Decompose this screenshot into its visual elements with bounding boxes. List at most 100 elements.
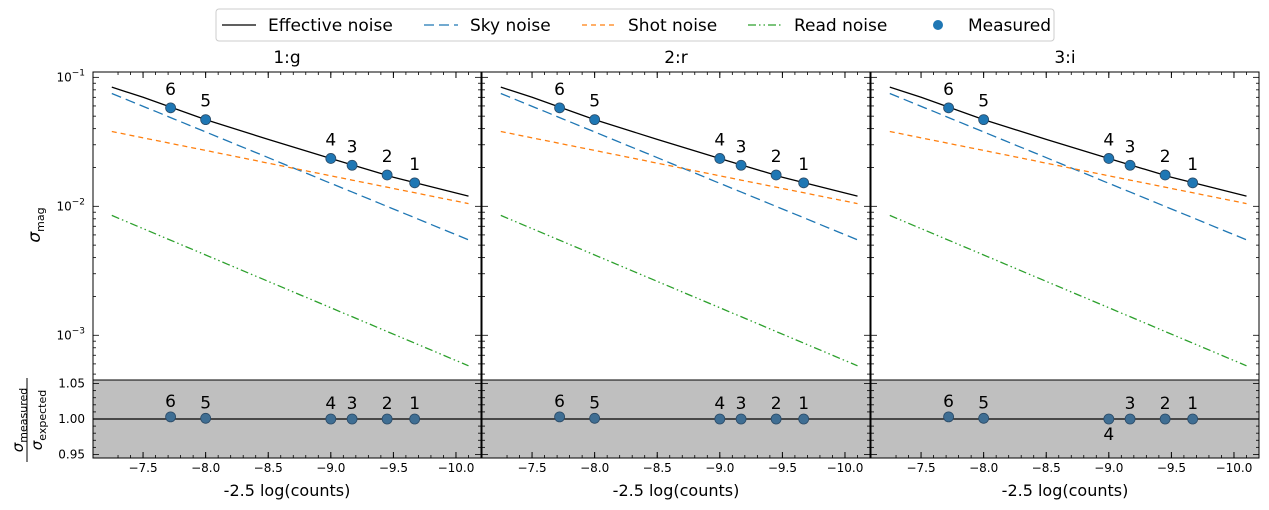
x-tick-label: −7.5 <box>128 461 157 475</box>
measured-point <box>735 159 747 171</box>
legend-label: Sky noise <box>470 16 551 36</box>
y-tick-label: 10−2 <box>56 197 85 213</box>
ratio-tick-label: 1.00 <box>58 412 85 426</box>
top-y-label: σmag <box>25 207 47 242</box>
x-tick-label: −9.5 <box>1157 461 1186 475</box>
point-label: 2 <box>1160 147 1171 167</box>
measured-point <box>943 102 954 114</box>
legend-label: Shot noise <box>628 16 717 36</box>
curve-effective-noise <box>500 86 858 197</box>
y-ticks <box>871 76 1259 455</box>
ratio-point <box>1103 413 1115 425</box>
x-tick-label: −10.0 <box>438 461 475 475</box>
curve-sky-noise <box>889 92 1247 241</box>
y-ticks <box>482 76 870 455</box>
panel-title: 3:i <box>1054 48 1075 68</box>
measured-point <box>589 114 601 126</box>
measured-point <box>1159 169 1171 181</box>
measured-point <box>714 153 726 164</box>
x-tick-label: −7.5 <box>906 461 935 475</box>
point-label: 3 <box>736 137 747 157</box>
measured-point <box>346 159 358 171</box>
measured-point <box>200 114 212 126</box>
curve-effective-noise <box>889 86 1247 197</box>
ratio-point <box>978 412 990 424</box>
ratio-label: 1 <box>409 394 420 414</box>
x-tick-label: −8.5 <box>643 461 672 475</box>
ratio-point <box>200 412 212 424</box>
x-axis-label: -2.5 log(counts) <box>1002 481 1129 500</box>
x-tick-label: −10.0 <box>1216 461 1253 475</box>
ratio-label: 6 <box>554 392 565 412</box>
y-tick-label: 10−1 <box>56 68 85 84</box>
legend: Effective noise Sky noise Shot noise Read n… <box>215 8 1055 42</box>
legend-frame <box>215 8 1055 42</box>
y-axis-labels: σmag σmeasured σexpected <box>9 207 49 462</box>
measured-point <box>1103 153 1115 164</box>
curve-effective-noise <box>111 86 469 197</box>
measured-point <box>770 169 782 181</box>
ratio-point <box>1124 413 1136 425</box>
ratio-point <box>735 413 747 425</box>
point-label: 3 <box>347 137 358 157</box>
legend-entry-3: Shot noise <box>582 16 717 36</box>
x-axis-label: -2.5 log(counts) <box>224 481 351 500</box>
x-tick-label: −9.5 <box>379 461 408 475</box>
top-axes-frame <box>870 71 1260 381</box>
ratio-label: 5 <box>978 393 989 413</box>
ratio-label: 5 <box>200 393 211 413</box>
point-label: 4 <box>714 130 725 150</box>
measured-point <box>1124 159 1136 171</box>
point-label: 4 <box>1103 130 1114 150</box>
x-axis-label: -2.5 log(counts) <box>613 481 740 500</box>
ratio-label: 2 <box>771 394 782 414</box>
x-tick-label: −8.0 <box>969 461 998 475</box>
ratio-point <box>1187 413 1199 425</box>
legend-entry-2: Sky noise <box>424 16 551 36</box>
x-tick-label: −9.0 <box>1094 461 1123 475</box>
point-label: 1 <box>1187 155 1198 175</box>
x-tick-label: −8.5 <box>1032 461 1061 475</box>
ratio-label: 3 <box>736 394 747 414</box>
curve-shot-noise <box>500 130 858 205</box>
ratio-label: 2 <box>1160 394 1171 414</box>
point-label: 6 <box>943 80 954 100</box>
legend-entry-5: Measured <box>933 16 1051 36</box>
measured-point <box>1187 177 1199 189</box>
x-ticks: −7.5 −8.0 −8.5 −9.0 −9.5 −10.0 <box>117 72 475 475</box>
ratio-point <box>1159 413 1171 425</box>
ratio-label: 5 <box>589 393 600 413</box>
measured-point <box>978 114 990 126</box>
legend-label: Measured <box>968 16 1051 36</box>
ratio-point <box>381 413 393 425</box>
panel-title: 2:r <box>664 48 688 68</box>
ratio-label: 1 <box>1187 394 1198 414</box>
x-tick-label: −8.0 <box>580 461 609 475</box>
ratio-label: 6 <box>943 392 954 412</box>
point-label: 5 <box>200 92 211 112</box>
point-label: 3 <box>1125 137 1136 157</box>
x-tick-label: −10.0 <box>827 461 864 475</box>
ratio-point <box>798 413 810 425</box>
noise-curves <box>111 86 469 367</box>
top-axes-frame <box>481 71 871 381</box>
curve-shot-noise <box>111 130 469 205</box>
point-label: 5 <box>589 92 600 112</box>
ratio-label: 4 <box>1103 425 1114 445</box>
noise-curves <box>889 86 1247 367</box>
ratio-label: 4 <box>325 394 336 414</box>
x-tick-label: −9.5 <box>768 461 797 475</box>
ratio-label: 6 <box>165 392 176 412</box>
curve-read-noise <box>111 214 469 367</box>
curve-read-noise <box>500 214 858 367</box>
measured-point <box>381 169 393 181</box>
ratio-label: 3 <box>1125 394 1136 414</box>
x-tick-label: −9.0 <box>705 461 734 475</box>
measured-point <box>409 177 421 189</box>
measured-point <box>554 102 565 114</box>
point-label: 2 <box>771 147 782 167</box>
ratio-label: 2 <box>382 394 393 414</box>
